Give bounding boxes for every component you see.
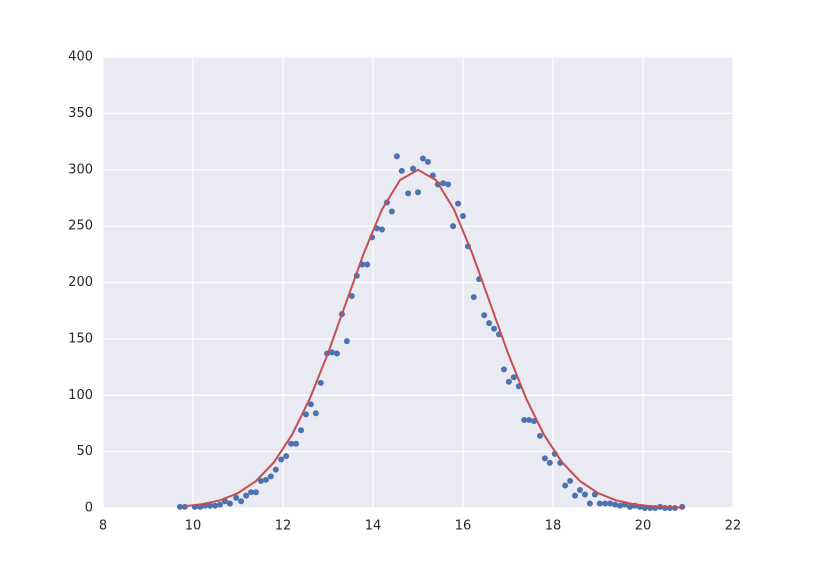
x-tick-label: 20 [635,519,652,534]
scatter-point [398,167,405,174]
scatter-point [253,489,259,496]
x-tick-label: 16 [455,519,472,534]
scatter-point [460,212,466,219]
y-tick-label: 200 [68,275,93,290]
scatter-point [233,494,240,501]
scatter-point [586,500,593,507]
scatter-point [217,501,223,508]
scatter-point [348,293,355,300]
x-tick-label: 22 [725,519,742,534]
y-tick-label: 250 [68,219,93,234]
scatter-point [567,477,574,484]
scatter-point [207,502,214,509]
scatter-point [388,208,395,215]
scatter-point [546,459,553,466]
scatter-point [278,456,285,463]
scatter-point [248,489,255,496]
scatter-point [617,502,624,509]
scatter-point [176,503,183,510]
scatter-point [238,498,245,505]
y-tick-label: 100 [68,388,93,403]
scatter-point [424,158,431,165]
scatter-point [562,482,569,489]
scatter-point [329,349,336,356]
x-tick-label: 10 [185,519,202,534]
scatter-point [612,501,619,508]
y-tick-label: 50 [76,444,93,459]
scatter-point [293,440,300,447]
scatter-point [267,473,274,480]
scatter-point [343,338,350,345]
scatter-point [212,502,219,509]
scatter-point [626,503,633,510]
y-tick-label: 0 [85,501,93,516]
scatter-point [577,486,583,493]
scatter-point [510,374,517,381]
scatter-point [505,378,512,385]
x-tick-label: 12 [275,519,292,534]
fit-line [183,168,684,509]
scatter-point [536,432,543,439]
scatter-point [581,491,588,498]
scatter-point [445,181,452,188]
scatter-point [262,476,269,483]
scatter-point [455,200,462,207]
x-tick-label: 18 [545,519,562,534]
y-tick-label: 400 [68,50,93,65]
scatter-point [307,401,314,408]
scatter-point [312,410,319,417]
scatter-point [257,477,264,484]
scatter-point [283,453,290,460]
scatter-point [410,165,417,172]
scatter-point [607,500,614,507]
scatter-point [243,492,250,499]
scatter-point [226,500,233,507]
scatter-point [521,417,528,424]
scatter-point [450,223,457,230]
scatter-point [298,427,304,434]
scatter-point [500,366,507,373]
scatter-point [526,417,533,424]
scatter-point [596,500,603,507]
scatter-point [486,320,493,327]
scatter-point [302,411,309,418]
y-tick-label: 350 [68,106,93,121]
scatter-point [440,180,447,187]
scatter-point [415,189,421,196]
scatter-point [272,466,279,473]
x-tick-label: 14 [365,519,382,534]
scatter-point [419,155,426,162]
x-tick-label: 8 [99,519,107,534]
scatter-point [393,153,400,160]
scatter-point [481,312,488,319]
scatter-point [470,294,477,301]
scatter-point [334,350,340,357]
scatter-point [288,440,295,447]
scatter-point [602,500,609,507]
y-tick-label: 300 [68,162,93,177]
y-tick-label: 150 [68,331,93,346]
scatter-point [572,492,579,499]
scatter-point [317,379,324,386]
scatter-point [541,455,548,462]
scatter-point [491,325,498,332]
scatter-point [379,226,385,233]
scatter-point [364,261,371,268]
scatter-point [405,190,412,197]
